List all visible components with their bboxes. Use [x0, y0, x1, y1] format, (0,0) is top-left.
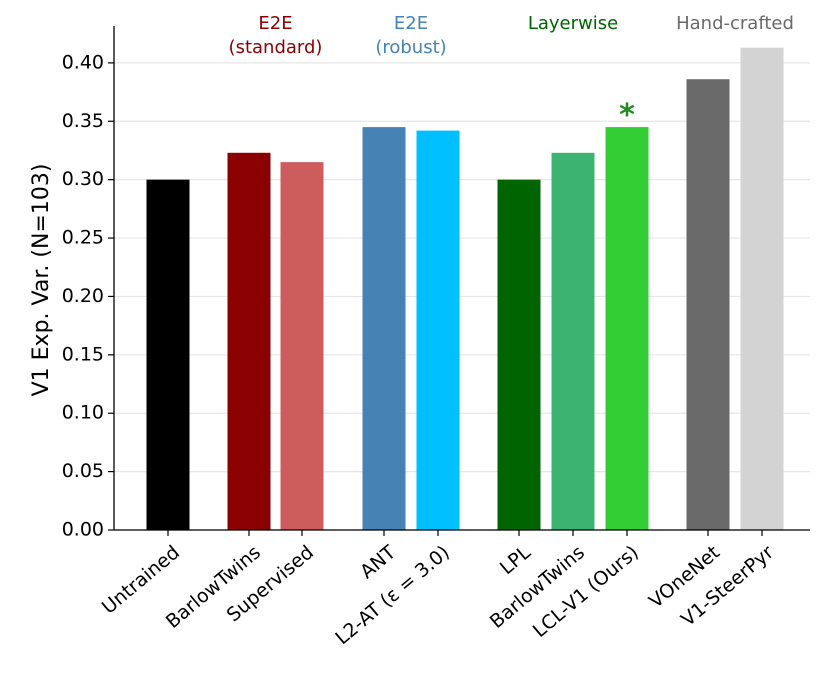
axes — [113, 26, 810, 531]
x-tick-label: ANT — [356, 541, 400, 583]
bar — [497, 179, 541, 531]
bar — [280, 162, 324, 530]
group-label: E2E — [258, 13, 292, 34]
group-labels: E2E (standard) E2E (robust) Layerwise Hand-cr… — [229, 13, 794, 58]
x-tick-label: V1-SteerPyr — [677, 541, 778, 631]
bar — [227, 152, 271, 530]
group-label: Layerwise — [528, 13, 618, 34]
y-axis-label: V1 Exp. Var. (N=103) — [29, 164, 54, 397]
group-label: (robust) — [375, 37, 446, 58]
bar — [362, 127, 406, 530]
bar — [740, 47, 784, 530]
y-tick-label: 0.00 — [62, 519, 104, 541]
significance-star: * — [619, 98, 635, 133]
y-tick-label: 0.05 — [62, 460, 104, 482]
y-tick-label: 0.15 — [62, 343, 104, 365]
annotations: * — [619, 98, 635, 133]
bar — [605, 127, 649, 530]
group-label: (standard) — [229, 37, 323, 58]
x-tick-label: Untrained — [98, 541, 184, 618]
y-tick-label: 0.25 — [62, 227, 104, 249]
y-tick-label: 0.35 — [62, 110, 104, 132]
y-ticks: 0.00 0.05 0.10 0.15 0.20 0.25 0.30 0.35 0.40 — [62, 51, 114, 541]
y-tick-label: 0.40 — [62, 51, 104, 73]
y-tick-label: 0.10 — [62, 402, 104, 424]
group-label: Hand-crafted — [676, 13, 794, 34]
bar — [416, 130, 460, 530]
bar — [551, 152, 595, 530]
bars — [146, 47, 784, 531]
x-tick-label: LPL — [496, 541, 535, 579]
y-tick-label: 0.20 — [62, 285, 104, 307]
group-label: E2E — [394, 13, 428, 34]
bar — [146, 179, 190, 531]
bar — [686, 79, 730, 530]
y-tick-label: 0.30 — [62, 168, 104, 190]
